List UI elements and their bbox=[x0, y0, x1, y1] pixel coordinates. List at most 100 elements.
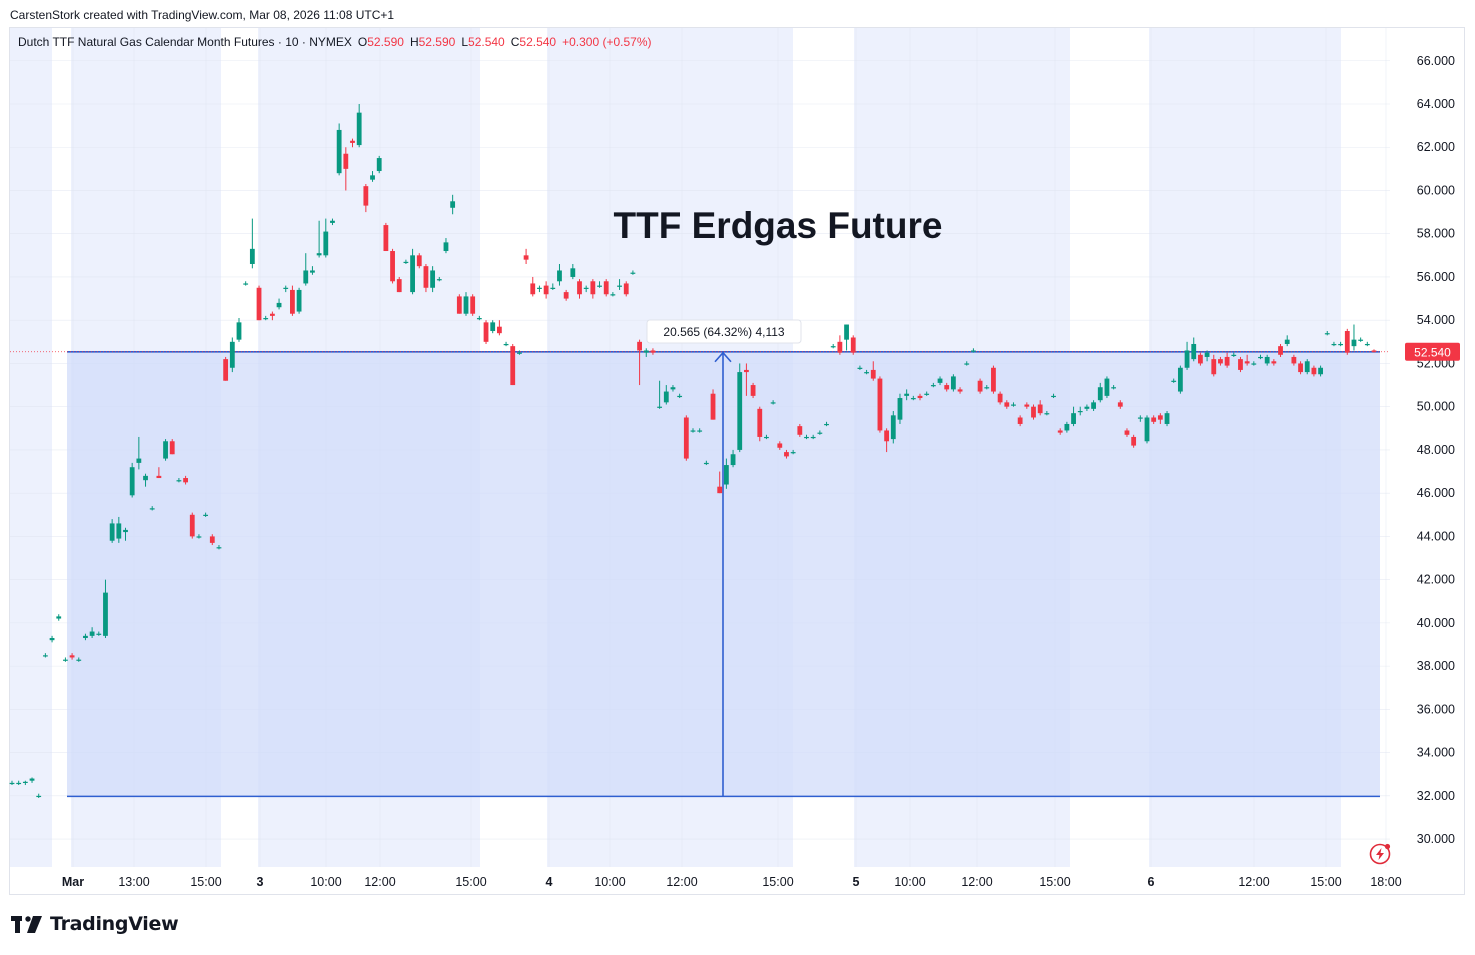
candle bbox=[1111, 385, 1117, 390]
candle bbox=[603, 279, 609, 297]
candle bbox=[129, 462, 135, 498]
candle bbox=[443, 238, 449, 254]
candle-body bbox=[350, 140, 355, 143]
candle-body bbox=[1157, 415, 1163, 420]
annotation-title: TTF Erdgas Future bbox=[614, 205, 943, 246]
candle-body bbox=[563, 292, 569, 299]
candle bbox=[991, 365, 996, 394]
candle-body bbox=[677, 395, 683, 398]
candle-body bbox=[530, 283, 536, 295]
measure-label: 20.565 (64.32%) 4,113 bbox=[663, 325, 785, 339]
candle bbox=[1191, 337, 1197, 362]
candle-body bbox=[1111, 387, 1117, 389]
candle-body bbox=[543, 285, 549, 295]
candle bbox=[1117, 400, 1123, 409]
candle bbox=[1171, 378, 1177, 383]
candle bbox=[496, 320, 502, 336]
author-credit: CarstenStork created with TradingView.co… bbox=[10, 8, 395, 22]
candle bbox=[1044, 411, 1050, 416]
candle-body bbox=[96, 633, 102, 635]
candle bbox=[1204, 350, 1210, 362]
candle bbox=[637, 339, 642, 386]
candle-body bbox=[236, 322, 242, 340]
candle bbox=[897, 393, 903, 424]
candle bbox=[1131, 434, 1137, 448]
candle bbox=[583, 285, 589, 293]
candle bbox=[450, 194, 456, 215]
candle bbox=[657, 380, 663, 409]
candle bbox=[764, 434, 769, 440]
x-tick-label: Mar bbox=[62, 875, 84, 889]
candle-body bbox=[1298, 363, 1303, 373]
candle bbox=[904, 389, 910, 401]
candle bbox=[396, 276, 402, 293]
candle bbox=[209, 534, 215, 546]
candle-body bbox=[897, 398, 903, 420]
candle-body bbox=[844, 324, 849, 340]
candle-body bbox=[790, 452, 796, 454]
candle bbox=[830, 343, 836, 349]
candle bbox=[1004, 400, 1010, 409]
candle bbox=[1271, 359, 1277, 366]
candle-body bbox=[1091, 402, 1096, 409]
candle-body bbox=[750, 385, 756, 396]
candle-body bbox=[717, 486, 723, 494]
candle-body bbox=[690, 430, 696, 432]
x-tick-label: 3 bbox=[257, 875, 264, 889]
candle-body bbox=[223, 359, 229, 381]
candle bbox=[316, 220, 322, 258]
candle-body bbox=[109, 523, 115, 541]
candle bbox=[356, 104, 362, 148]
candle bbox=[1251, 361, 1257, 366]
candle-body bbox=[657, 406, 663, 408]
last-price-label: 52.540 bbox=[1414, 345, 1451, 359]
lightning-icon[interactable] bbox=[1369, 843, 1391, 865]
x-tick-label: 4 bbox=[546, 875, 553, 889]
tradingview-logo-icon bbox=[11, 915, 42, 933]
candle-body bbox=[496, 326, 502, 334]
candle bbox=[370, 171, 375, 182]
candle bbox=[610, 292, 616, 297]
candle-body bbox=[697, 430, 703, 432]
x-tick-label: 10:00 bbox=[310, 875, 341, 889]
legend-close-label: C bbox=[510, 35, 520, 49]
candle-body bbox=[1258, 356, 1263, 359]
candle-body bbox=[877, 378, 883, 431]
candle bbox=[9, 780, 15, 786]
candle-body bbox=[857, 367, 863, 369]
candle-body bbox=[430, 270, 436, 288]
legend-close-value: 52.540 bbox=[519, 35, 557, 49]
candle-body bbox=[263, 318, 269, 320]
candle-body bbox=[537, 287, 542, 289]
candle-body bbox=[1364, 343, 1370, 346]
candle bbox=[550, 283, 556, 290]
candle bbox=[42, 653, 48, 658]
candle bbox=[1198, 352, 1203, 366]
candle bbox=[1104, 376, 1110, 399]
candle bbox=[323, 218, 329, 258]
tradingview-logo[interactable]: TradingView bbox=[11, 913, 179, 935]
candle-body bbox=[1071, 413, 1076, 424]
x-tick-label: 10:00 bbox=[894, 875, 925, 889]
candle bbox=[577, 279, 582, 299]
candle bbox=[677, 393, 683, 399]
candle bbox=[723, 458, 729, 489]
candle-body bbox=[1184, 350, 1190, 368]
candle bbox=[777, 441, 783, 450]
candle bbox=[256, 285, 262, 321]
measure-range bbox=[10, 350, 1390, 798]
candle bbox=[690, 428, 696, 433]
candle-body bbox=[1164, 413, 1170, 424]
candle-body bbox=[570, 268, 576, 277]
candle bbox=[957, 387, 963, 394]
candle bbox=[430, 266, 436, 293]
candle-body bbox=[456, 296, 462, 314]
axes: 30.000 32.000 34.000 36.000 38.000 40.000 42.0… bbox=[62, 54, 1455, 889]
candle-body bbox=[884, 430, 890, 442]
candle-body bbox=[42, 655, 48, 657]
last-price-tag: 52.540 bbox=[1405, 342, 1460, 361]
candle bbox=[383, 222, 389, 252]
x-tick-label: 15:00 bbox=[1039, 875, 1070, 889]
candle bbox=[463, 292, 469, 316]
